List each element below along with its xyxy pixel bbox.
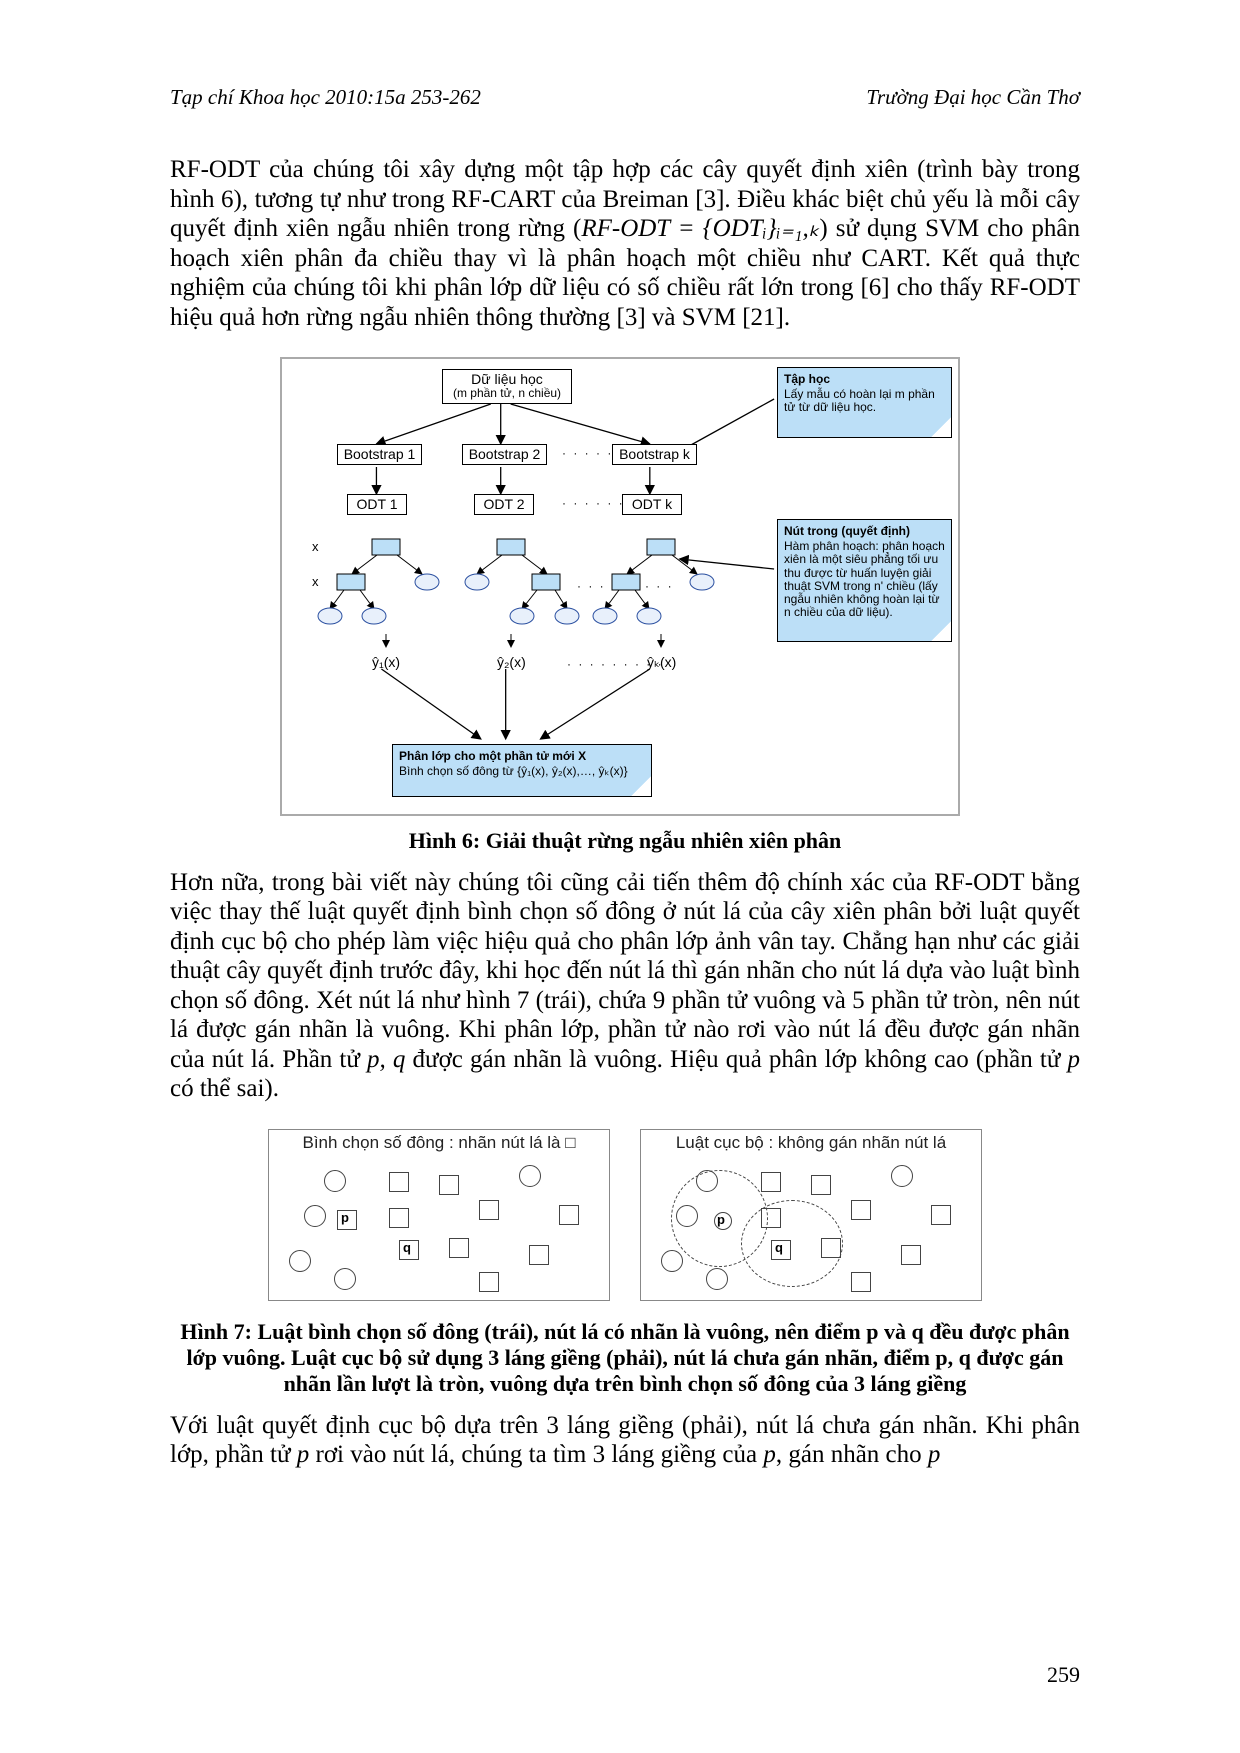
paragraph-2: Hơn nữa, trong bài viết này chúng tôi cũ… (170, 868, 1080, 1104)
fig6-data-node: Dữ liệu học (m phần tử, n chiều) (442, 369, 572, 404)
fig7-right-panel: Luật cục bộ : không gán nhãn nút lá p q (640, 1129, 982, 1301)
fig6-odtk: ODT k (622, 494, 682, 515)
paragraph-3: Với luật quyết định cục bộ dựa trên 3 lá… (170, 1411, 1080, 1470)
fig6-boot1: Bootstrap 1 (337, 444, 422, 465)
paragraph-1: RF-ODT của chúng tôi xây dựng một tập hợ… (170, 155, 1080, 332)
fig6-tree-2 (437, 534, 582, 629)
header-right: Trường Đại học Cần Thơ (866, 85, 1080, 110)
running-header: Tạp chí Khoa học 2010:15a 253-262 Trường… (170, 85, 1080, 110)
figure-6-caption: Hình 6: Giải thuật rừng ngẫu nhiên xiên … (170, 828, 1080, 854)
figure-7-caption: Hình 7: Luật bình chọn số đông (trái), n… (170, 1319, 1080, 1397)
fig6-y1: ŷ₁(x) (372, 654, 400, 670)
figure-7-diagram: Bình chọn số đông : nhãn nút lá là □ p q… (240, 1129, 1010, 1301)
page-number: 259 (1047, 1662, 1080, 1688)
fig7-left-panel: Bình chọn số đông : nhãn nút lá là □ p q (268, 1129, 610, 1301)
fig6-bottom-box: Phân lớp cho một phần tử mới X Bình chọn… (392, 744, 652, 797)
fig6-yk: ŷₖ(x) (647, 654, 676, 671)
fig6-tree-1: x x (312, 534, 457, 629)
fig6-callout-top: Tập học Lấy mẫu có hoàn lại m phần tử từ… (777, 367, 952, 438)
fig6-boot2: Bootstrap 2 (462, 444, 547, 465)
figure-6-diagram: Dữ liệu học (m phần tử, n chiều) Tập học… (280, 357, 960, 816)
fig6-tree-k (587, 534, 732, 629)
fig6-odt1: ODT 1 (347, 494, 407, 515)
fig7-q-neighborhood (741, 1200, 843, 1287)
fig6-callout-mid: Nút trong (quyết định) Hàm phân hoạch: p… (777, 519, 952, 642)
fig6-bootk: Bootstrap k (612, 444, 697, 465)
header-left: Tạp chí Khoa học 2010:15a 253-262 (170, 85, 481, 110)
fig6-y2: ŷ₂(x) (497, 654, 526, 670)
fig6-odt2: ODT 2 (474, 494, 534, 515)
